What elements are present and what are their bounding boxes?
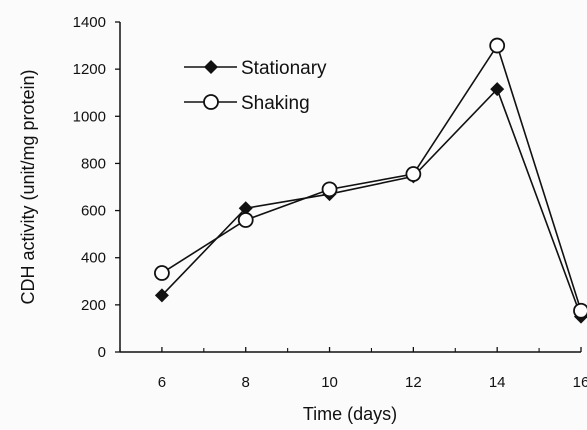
x-tick-label: 16: [573, 374, 587, 391]
data-point-shaking: [237, 212, 254, 228]
y-tick-label: 0: [98, 344, 106, 361]
legend-stationary-marker: [204, 60, 218, 74]
legend-stationary-label: Stationary: [241, 58, 327, 79]
data-point-stationary: [154, 288, 169, 303]
x-axis-ticks: 6 8 10 12 14 16: [119, 347, 587, 391]
data-point-shaking: [405, 166, 422, 182]
data-point-stationary: [238, 201, 253, 216]
data-point-shaking: [154, 265, 170, 281]
axes: [119, 22, 581, 353]
x-tick-label: 6: [158, 374, 166, 391]
y-tick-label: 600: [81, 203, 106, 220]
series-line-shaking: [161, 43, 582, 311]
x-tick-label: 12: [405, 374, 422, 391]
legend-shaking-label: Shaking: [241, 93, 310, 114]
data-point-stationary: [490, 82, 505, 97]
y-axis-title: CDH activity (unit/mg protein): [18, 69, 38, 304]
y-tick-label: 800: [81, 155, 106, 172]
x-tick-label: 10: [321, 374, 338, 391]
legend: Stationary Shaking: [184, 58, 327, 114]
y-axis-ticks: 0 200 400 600 800 1000 1200 1400: [73, 14, 120, 361]
x-axis-title: Time (days): [303, 404, 397, 424]
data-point-shaking: [573, 302, 587, 319]
y-tick-label: 1200: [73, 61, 106, 78]
x-tick-label: 8: [242, 374, 250, 391]
y-tick-label: 200: [81, 297, 106, 314]
x-tick-label: 14: [489, 374, 506, 391]
series-layer: [154, 37, 587, 324]
data-point-shaking: [321, 181, 338, 198]
series-line-stationary: [161, 87, 582, 317]
y-tick-label: 400: [81, 250, 106, 267]
data-point-shaking: [489, 37, 506, 54]
y-tick-label: 1000: [73, 108, 106, 125]
legend-shaking-marker: [203, 94, 219, 110]
y-tick-label: 1400: [73, 14, 106, 31]
